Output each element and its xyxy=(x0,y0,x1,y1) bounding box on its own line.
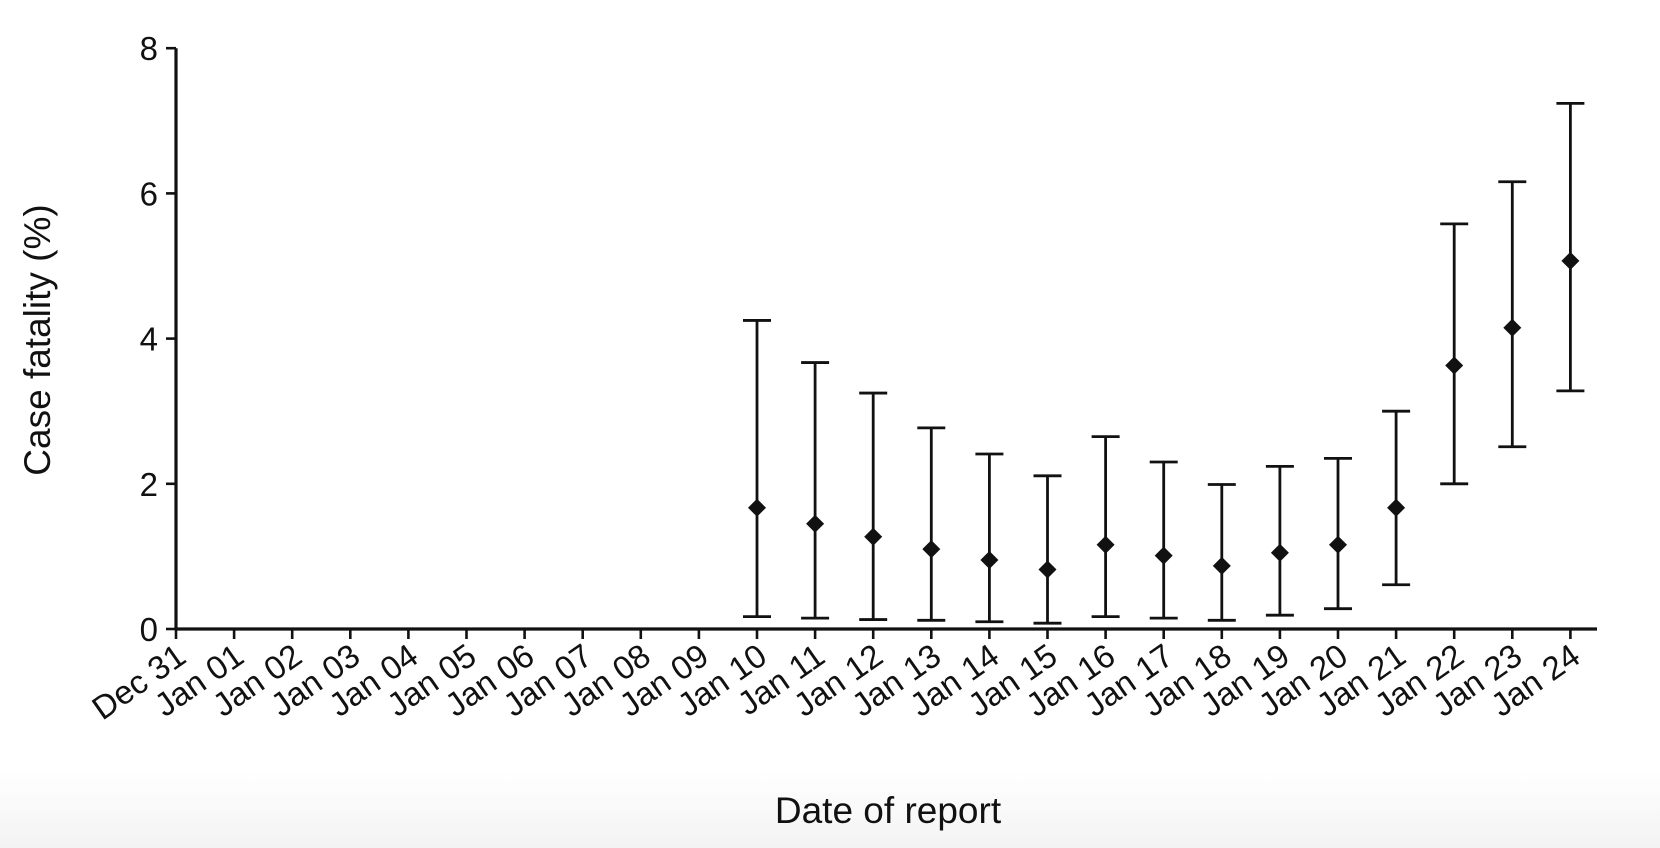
data-point-marker xyxy=(922,540,941,559)
data-point-marker xyxy=(1503,318,1522,337)
data-point-marker xyxy=(1270,543,1289,562)
data-point-marker xyxy=(1561,251,1580,270)
data-point-marker xyxy=(1096,535,1115,554)
y-tick-label: 0 xyxy=(140,611,158,648)
y-tick-label: 6 xyxy=(140,175,158,212)
data-series xyxy=(743,101,1585,625)
x-axis-title: Date of report xyxy=(775,790,1002,831)
data-point-marker xyxy=(980,551,999,570)
data-point-marker xyxy=(806,514,825,533)
data-point-marker xyxy=(1038,560,1057,579)
data-point-marker xyxy=(1212,556,1231,575)
axes xyxy=(174,48,1597,631)
data-point-marker xyxy=(748,498,766,517)
data-point-marker xyxy=(1154,546,1173,565)
y-axis-title: Case fatality (%) xyxy=(17,204,58,475)
y-tick-label: 8 xyxy=(140,30,158,67)
y-tick-label: 4 xyxy=(140,321,158,358)
data-point-marker xyxy=(1445,356,1464,375)
data-point-marker xyxy=(864,527,883,546)
data-point-marker xyxy=(1387,498,1406,517)
data-point-marker xyxy=(1329,535,1347,554)
y-tick-label: 2 xyxy=(140,466,158,503)
